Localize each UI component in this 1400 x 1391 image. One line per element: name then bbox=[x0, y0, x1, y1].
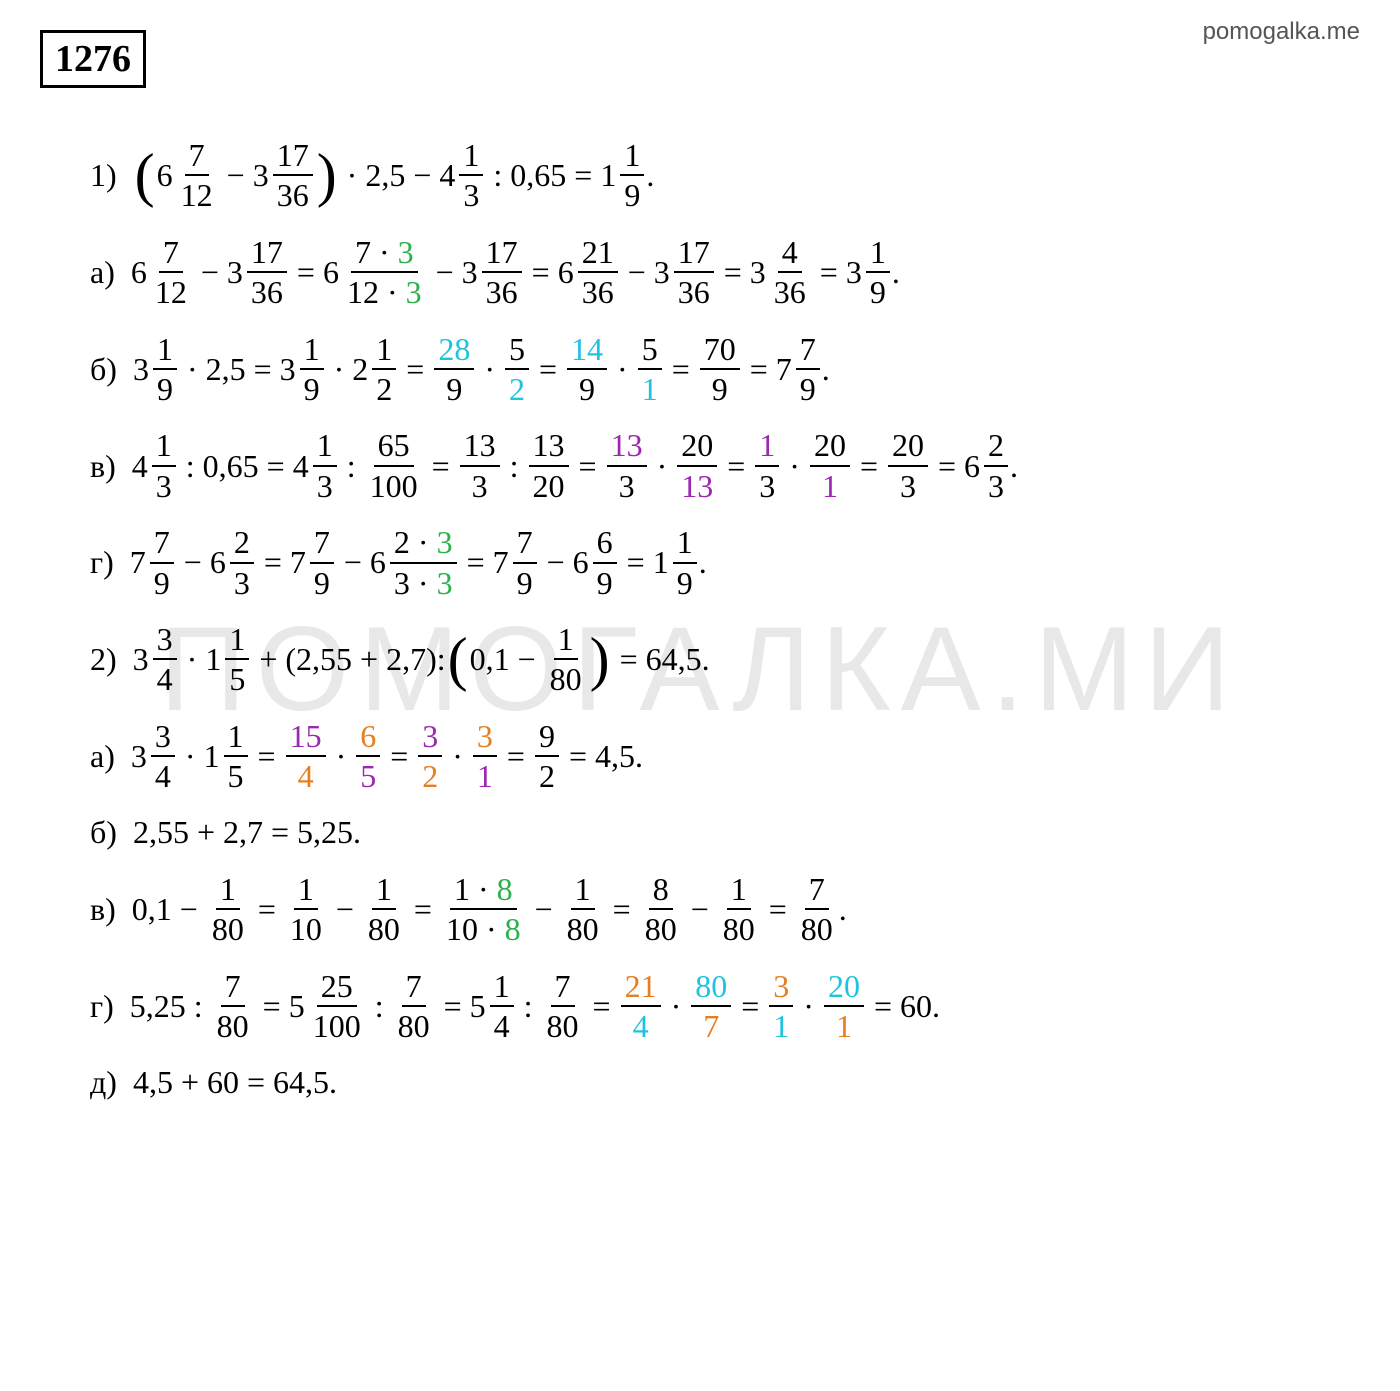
step-2a: а) 3 34 · 1 15 = 154 · 65 = 32 · 31 = 92… bbox=[90, 717, 1360, 796]
step-2g: г) 5,25 : 780 = 5 25100 : 780 = 5 14 : 7… bbox=[90, 967, 1360, 1046]
step-1b: б) 3 19 · 2,5 = 3 19 · 2 12 = 289 · 52 =… bbox=[90, 330, 1360, 409]
problem-number-box: 1276 bbox=[40, 30, 146, 88]
label: 1) bbox=[90, 156, 117, 194]
step-1v: в) 4 13 : 0,65 = 4 13 : 65100 = 133 : 13… bbox=[90, 426, 1360, 505]
problem-1-statement: 1) ( 6 712 − 3 1736 ) · 2,5 − 4 13 : 0,6… bbox=[90, 136, 1360, 215]
step-1a: а) 6 712 − 3 1736 = 6 7 · 312 · 3 − 3 17… bbox=[90, 233, 1360, 312]
problem-2-statement: 2) 3 34 · 1 15 + (2,55 + 2,7): ( 0,1 − 1… bbox=[90, 620, 1360, 699]
step-2b: б) 2,55 + 2,7 = 5,25 . bbox=[90, 813, 1360, 851]
source-url: pomogalka.me bbox=[1203, 18, 1360, 46]
step-2v: в) 0,1 − 180 = 110 − 180 = 1 · 810 · 8 −… bbox=[90, 870, 1360, 949]
step-1g: г) 7 79 − 6 23 = 7 79 − 6 2 · 33 · 3 = 7… bbox=[90, 523, 1360, 602]
step-2d: д) 4,5 + 60 = 64,5 . bbox=[90, 1063, 1360, 1101]
